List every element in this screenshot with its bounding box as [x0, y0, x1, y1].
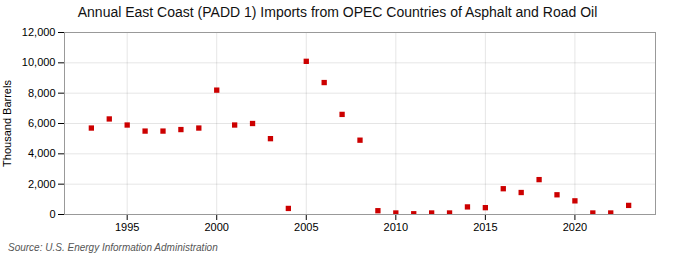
svg-text:2005: 2005 — [294, 221, 318, 233]
svg-text:12,000: 12,000 — [22, 26, 56, 38]
svg-text:10,000: 10,000 — [22, 56, 56, 68]
svg-text:Thousand Barrels: Thousand Barrels — [1, 80, 13, 167]
svg-text:0: 0 — [49, 208, 55, 220]
svg-text:8,000: 8,000 — [28, 87, 56, 99]
html-text:Source: U.S. Energy Informatio: Source: U.S. Energy Information Administ… — [8, 242, 218, 253]
svg-text:1995: 1995 — [115, 221, 139, 233]
svg-text:6,000: 6,000 — [28, 117, 56, 129]
svg-text:2020: 2020 — [563, 221, 587, 233]
svg-text:2015: 2015 — [473, 221, 497, 233]
svg-text:4,000: 4,000 — [28, 147, 56, 159]
html-text:Annual East Coast (PADD 1) Imp: Annual East Coast (PADD 1) Imports from … — [77, 4, 598, 20]
svg-text:2,000: 2,000 — [28, 178, 56, 190]
svg-text:2000: 2000 — [204, 221, 228, 233]
svg-text:2010: 2010 — [384, 221, 408, 233]
